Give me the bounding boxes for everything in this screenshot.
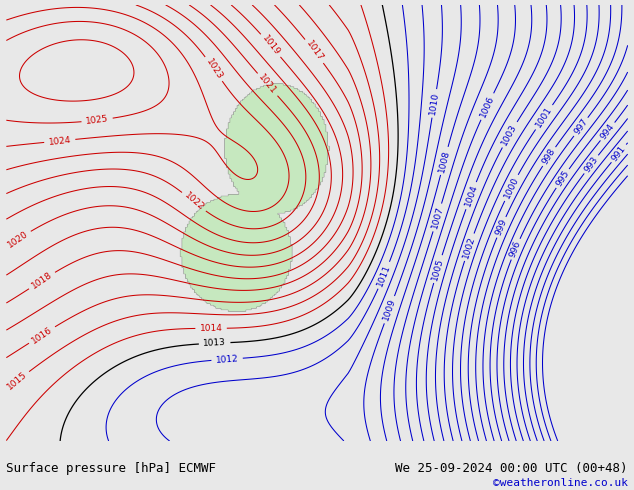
Text: 1004: 1004 bbox=[463, 183, 479, 208]
Text: 1002: 1002 bbox=[462, 235, 477, 259]
Text: 1021: 1021 bbox=[257, 73, 278, 97]
Text: ©weatheronline.co.uk: ©weatheronline.co.uk bbox=[493, 478, 628, 488]
Text: 998: 998 bbox=[541, 147, 557, 166]
Text: 995: 995 bbox=[554, 169, 571, 188]
Text: 1018: 1018 bbox=[30, 270, 54, 291]
Text: 1003: 1003 bbox=[500, 122, 519, 147]
Text: 1014: 1014 bbox=[200, 324, 223, 333]
Text: 1015: 1015 bbox=[5, 370, 29, 392]
Text: 1000: 1000 bbox=[502, 175, 521, 200]
Text: 1016: 1016 bbox=[30, 325, 54, 345]
Text: 1024: 1024 bbox=[48, 135, 72, 147]
Text: 999: 999 bbox=[494, 218, 508, 237]
Text: 1001: 1001 bbox=[534, 105, 554, 129]
Text: 1005: 1005 bbox=[430, 257, 445, 281]
Text: 1022: 1022 bbox=[182, 191, 205, 213]
Text: 994: 994 bbox=[599, 122, 616, 141]
Text: 997: 997 bbox=[573, 117, 590, 137]
Text: 1010: 1010 bbox=[428, 91, 441, 116]
Text: 1013: 1013 bbox=[203, 338, 226, 348]
Text: 1008: 1008 bbox=[437, 148, 451, 173]
Text: 1009: 1009 bbox=[382, 297, 398, 322]
Text: 991: 991 bbox=[610, 144, 628, 163]
Text: 1006: 1006 bbox=[479, 94, 496, 119]
Text: 996: 996 bbox=[508, 240, 523, 259]
Text: 1019: 1019 bbox=[260, 34, 281, 57]
Text: 1025: 1025 bbox=[85, 114, 109, 126]
Text: We 25-09-2024 00:00 UTC (00+48): We 25-09-2024 00:00 UTC (00+48) bbox=[395, 462, 628, 475]
Text: 1011: 1011 bbox=[375, 263, 392, 288]
Text: 1017: 1017 bbox=[304, 39, 325, 63]
Text: 1020: 1020 bbox=[6, 229, 30, 249]
Text: 1007: 1007 bbox=[430, 205, 444, 230]
Text: 1023: 1023 bbox=[204, 57, 224, 81]
Text: 1012: 1012 bbox=[216, 354, 239, 365]
Text: Surface pressure [hPa] ECMWF: Surface pressure [hPa] ECMWF bbox=[6, 462, 216, 475]
Text: 993: 993 bbox=[583, 155, 600, 174]
